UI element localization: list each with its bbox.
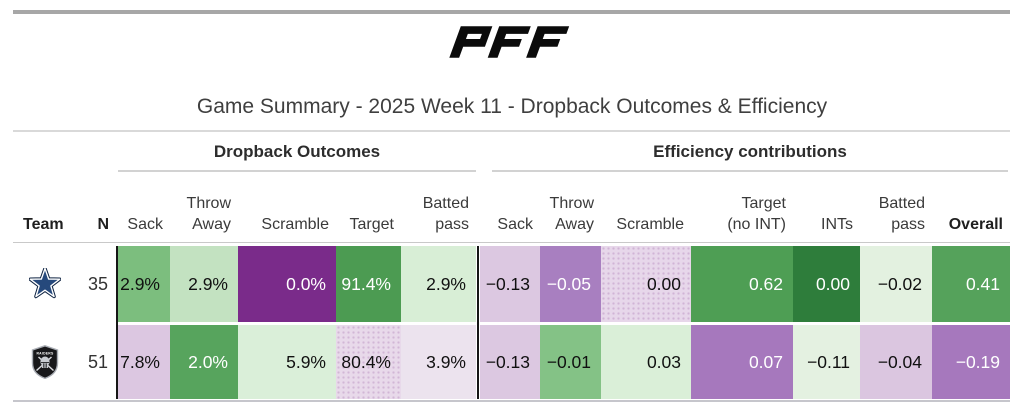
cell-eff-batted-pass: −0.02 [860, 246, 932, 322]
cell-eff-overall: 0.41 [932, 246, 1010, 322]
cell-dropback-scramble: 0.0% [238, 246, 336, 322]
cell-eff-batted-pass: −0.04 [860, 325, 932, 399]
cell-eff-sack: −0.13 [480, 325, 540, 399]
raiders-shield-icon: RAIDERS [31, 345, 58, 379]
cell-dropback-target: 80.4% [336, 325, 401, 399]
title-divider [13, 130, 1010, 132]
cell-eff-overall: −0.19 [932, 325, 1010, 399]
group-underline-efficiency [492, 170, 1008, 172]
cell-dropback-throw-away: 2.9% [170, 246, 238, 322]
header-divider [13, 242, 1010, 243]
top-divider [13, 10, 1010, 14]
cell-dropback-target: 91.4% [336, 246, 401, 322]
group-header-dropback: Dropback Outcomes [213, 142, 381, 161]
cowboys-star-icon [28, 268, 61, 299]
bottom-divider [13, 400, 1010, 402]
cell-dropback-batted-pass: 3.9% [401, 325, 476, 399]
cell-dropback-throw-away: 2.0% [170, 325, 238, 399]
cell-dropback-scramble: 5.9% [238, 325, 336, 399]
pff-logo-icon [449, 26, 570, 58]
cell-eff-scramble: 0.00 [601, 246, 691, 322]
cell-eff-throw-away: −0.01 [540, 325, 601, 399]
page-title: Game Summary - 2025 Week 11 - Dropback O… [196, 95, 828, 118]
table-body: 35 2.9% 2.9% 0.0% 91.4% 2.9% −0.13 −0.05… [14, 246, 1010, 399]
col-header-eff-throw-away: Throw Away [549, 194, 594, 233]
cell-dropback-sack: 2.9% [118, 246, 170, 322]
col-header-eff-scramble: Scramble [616, 215, 684, 233]
cell-eff-scramble: 0.03 [601, 325, 691, 399]
cell-eff-ints: −0.11 [793, 325, 860, 399]
cell-eff-throw-away: −0.05 [540, 246, 601, 322]
group-underline-dropback [118, 170, 476, 172]
group-header-efficiency: Efficiency contributions [653, 142, 847, 161]
table-vertical-divider-middle [477, 246, 479, 399]
col-header-eff-overall: Overall [948, 215, 1003, 233]
cell-eff-sack: −0.13 [480, 246, 540, 322]
col-header-eff-target-no-int: Target (no INT) [727, 194, 786, 233]
col-header-eff-sack: Sack [497, 215, 533, 233]
table-vertical-divider-left [116, 246, 118, 399]
col-header-db-sack: Sack [127, 215, 163, 233]
team-logo-cell [14, 246, 75, 322]
n-value: 35 [87, 273, 108, 294]
col-header-eff-batted-pass: Batted pass [878, 194, 925, 233]
col-header-n: N [97, 215, 109, 233]
team-logo-cell: RAIDERS [14, 325, 75, 399]
cell-dropback-batted-pass: 2.9% [401, 246, 476, 322]
col-header-team: Team [23, 215, 64, 233]
col-header-db-scramble: Scramble [261, 215, 329, 233]
cell-dropback-sack: 7.8% [118, 325, 170, 399]
pff-logo [448, 24, 576, 65]
col-header-db-batted-pass: Batted pass [422, 194, 469, 233]
cell-eff-target-no-int: 0.07 [691, 325, 793, 399]
col-header-eff-ints: INTs [821, 215, 853, 233]
cell-eff-ints: 0.00 [793, 246, 860, 322]
n-value: 51 [87, 351, 108, 372]
cell-eff-target-no-int: 0.62 [691, 246, 793, 322]
col-header-db-throw-away: Throw Away [186, 194, 231, 233]
svg-text:RAIDERS: RAIDERS [36, 352, 53, 356]
table-header-row: Team N Sack Throw Away Scramble Target Ba… [14, 176, 1010, 242]
col-header-db-target: Target [349, 215, 394, 233]
